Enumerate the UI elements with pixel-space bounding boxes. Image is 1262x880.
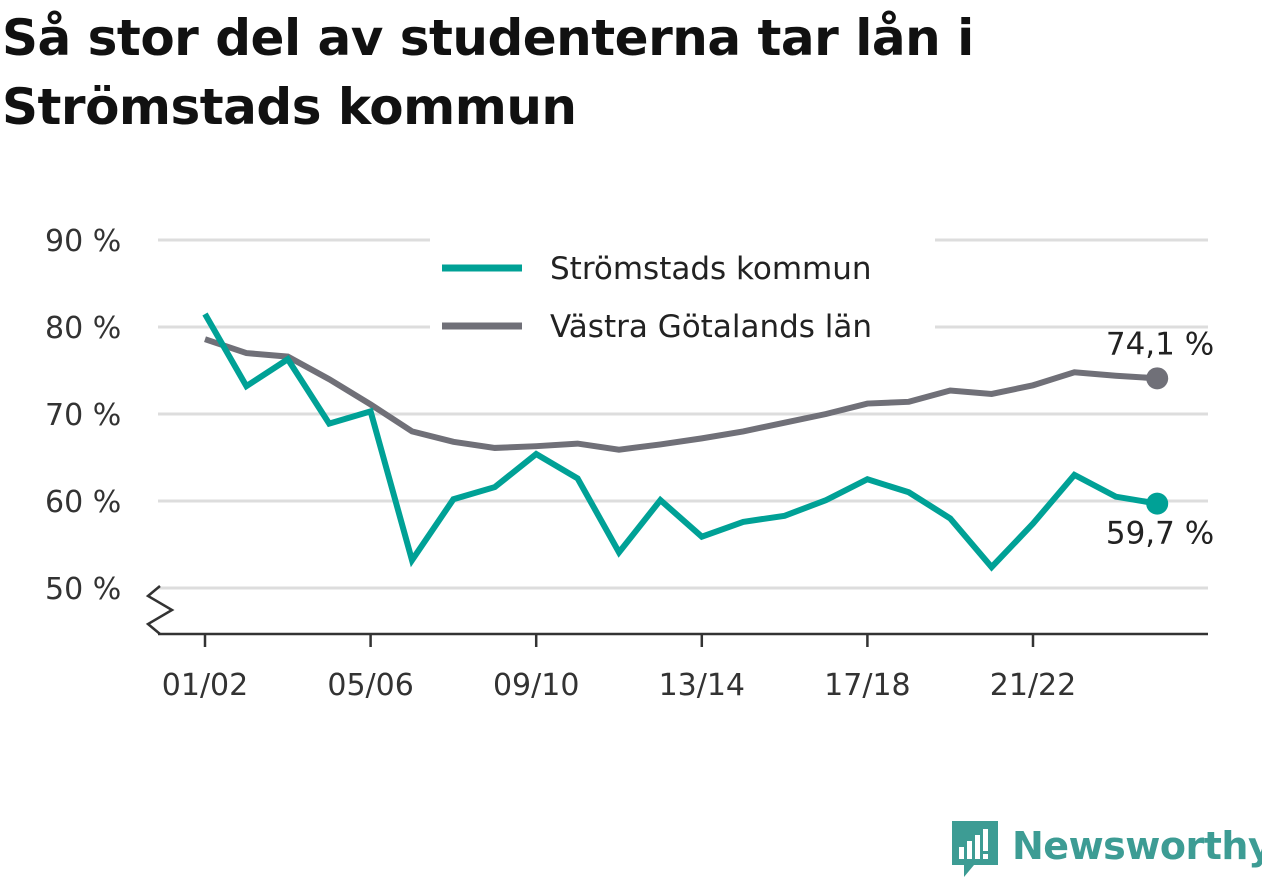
x-tick-label: 05/06	[327, 668, 413, 703]
gridlines	[158, 238, 1208, 590]
series-end-point	[1146, 367, 1169, 390]
line-chart: Strömstads kommun Västra Götalands län 50…	[45, 224, 1214, 703]
series-line	[204, 336, 1158, 453]
brand-name: Newsworthy	[1012, 824, 1262, 868]
bar-chart-speech-bubble-icon	[952, 821, 998, 877]
x-tick-label: 13/14	[659, 668, 745, 703]
y-tick-label: 70 %	[45, 398, 121, 433]
y-tick-label: 80 %	[45, 311, 121, 346]
y-tick-label: 90 %	[45, 224, 121, 259]
end-labels: 59,7 % 74,1 %	[1106, 326, 1214, 551]
newsworthy-logo: Newsworthy	[950, 818, 1262, 880]
end-value-label: 74,1 %	[1106, 326, 1214, 362]
legend: Strömstads kommun Västra Götalands län	[430, 236, 935, 354]
legend-background	[430, 236, 935, 354]
axes: 50 % 60 % 70 % 80 % 90 % 01/02 05/06 09/10 13/14…	[45, 224, 1208, 703]
series-line	[202, 312, 1158, 572]
x-tick-label: 17/18	[824, 668, 910, 703]
x-tick-label: 09/10	[493, 668, 579, 703]
legend-label: Strömstads kommun	[550, 251, 872, 287]
series-end-point	[1146, 492, 1169, 515]
end-value-label: 59,7 %	[1106, 516, 1214, 552]
legend-label: Västra Götalands län	[550, 309, 872, 345]
y-tick-label: 50 %	[45, 572, 121, 607]
series-lines	[202, 312, 1169, 572]
x-tick-label: 21/22	[990, 668, 1076, 703]
y-tick-label: 60 %	[45, 485, 121, 520]
y-axis-break	[145, 585, 175, 635]
x-tick-label: 01/02	[162, 668, 248, 703]
chart-title: Så stor del av studenterna tar lån i Str…	[2, 9, 974, 136]
